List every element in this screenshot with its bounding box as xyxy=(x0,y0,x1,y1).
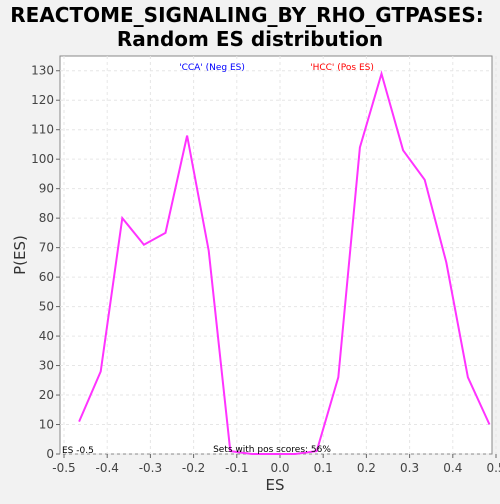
x-tick-label: -0.4 xyxy=(95,461,118,475)
x-tick-label: 0.1 xyxy=(314,461,333,475)
y-tick-label: 80 xyxy=(39,211,54,225)
x-tick-label: 0.5 xyxy=(486,461,500,475)
neg-es-label: 'CCA' (Neg ES) xyxy=(179,63,245,73)
y-tick-label: 30 xyxy=(39,359,54,373)
y-tick-label: 130 xyxy=(31,64,54,78)
x-tick-label: -0.1 xyxy=(225,461,248,475)
x-ticks: -0.5 -0.4 -0.3 -0.2 -0.1 0.0 0.1 0.2 0.3 0.4 0.5 xyxy=(52,454,500,475)
x-tick-label: 0.2 xyxy=(357,461,376,475)
x-tick-label: -0.3 xyxy=(139,461,162,475)
chart-title-line1: REACTOME_SIGNALING_BY_RHO_GTPASES: xyxy=(10,3,484,27)
x-tick-label: 0.3 xyxy=(400,461,419,475)
grid-lines xyxy=(60,56,497,455)
x-tick-label: -0.5 xyxy=(52,461,75,475)
y-tick-label: 40 xyxy=(39,329,54,343)
es-annotation: ES -0.5 xyxy=(62,446,94,456)
x-tick-label: 0.4 xyxy=(443,461,462,475)
chart-title-line2: Random ES distribution xyxy=(117,27,383,51)
x-tick-label: -0.2 xyxy=(182,461,205,475)
x-axis-label: ES xyxy=(266,476,285,494)
y-tick-label: 110 xyxy=(31,123,54,137)
plot-area xyxy=(59,55,493,455)
y-tick-label: 0 xyxy=(46,447,54,461)
y-tick-label: 90 xyxy=(39,182,54,196)
y-tick-label: 20 xyxy=(39,388,54,402)
y-tick-label: 100 xyxy=(31,152,54,166)
series-line xyxy=(78,70,491,455)
y-tick-label: 50 xyxy=(39,300,54,314)
y-tick-label: 120 xyxy=(31,93,54,107)
pos-scores-annotation: Sets with pos scores: 56% xyxy=(213,445,331,455)
pos-es-label: 'HCC' (Pos ES) xyxy=(310,63,374,73)
y-tick-label: 10 xyxy=(39,418,54,432)
x-tick-label: 0.0 xyxy=(270,461,289,475)
y-tick-label: 70 xyxy=(39,241,54,255)
y-ticks: 0 10 20 30 40 50 60 70 80 90 100 110 120 130 xyxy=(31,64,60,461)
y-axis-label: P(ES) xyxy=(11,235,29,275)
y-tick-label: 60 xyxy=(39,270,54,284)
